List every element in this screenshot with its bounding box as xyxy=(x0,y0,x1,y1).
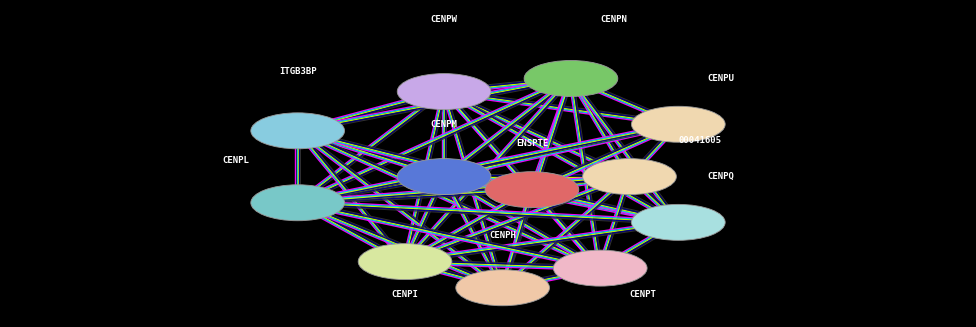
Ellipse shape xyxy=(251,185,345,221)
Ellipse shape xyxy=(397,159,491,195)
Ellipse shape xyxy=(251,113,345,149)
Text: ITGB3BP: ITGB3BP xyxy=(279,67,316,77)
Ellipse shape xyxy=(456,270,549,306)
Text: CENPW: CENPW xyxy=(430,15,458,24)
Ellipse shape xyxy=(397,74,491,110)
Ellipse shape xyxy=(524,60,618,96)
Ellipse shape xyxy=(631,204,725,240)
Ellipse shape xyxy=(485,172,579,208)
Ellipse shape xyxy=(553,250,647,286)
Text: CENPI: CENPI xyxy=(391,290,419,299)
Ellipse shape xyxy=(631,106,725,142)
Text: CENPM: CENPM xyxy=(430,120,458,129)
Ellipse shape xyxy=(583,159,676,195)
Text: CENPN: CENPN xyxy=(600,15,628,24)
Text: CENPL: CENPL xyxy=(222,156,249,165)
Text: ENSPTE: ENSPTE xyxy=(515,139,549,148)
Ellipse shape xyxy=(358,244,452,280)
Text: CENPQ: CENPQ xyxy=(708,172,735,181)
Text: 00041605: 00041605 xyxy=(678,136,721,145)
Text: CENPT: CENPT xyxy=(630,290,657,299)
Text: CENPU: CENPU xyxy=(708,74,735,83)
Text: CENPH: CENPH xyxy=(489,231,516,240)
